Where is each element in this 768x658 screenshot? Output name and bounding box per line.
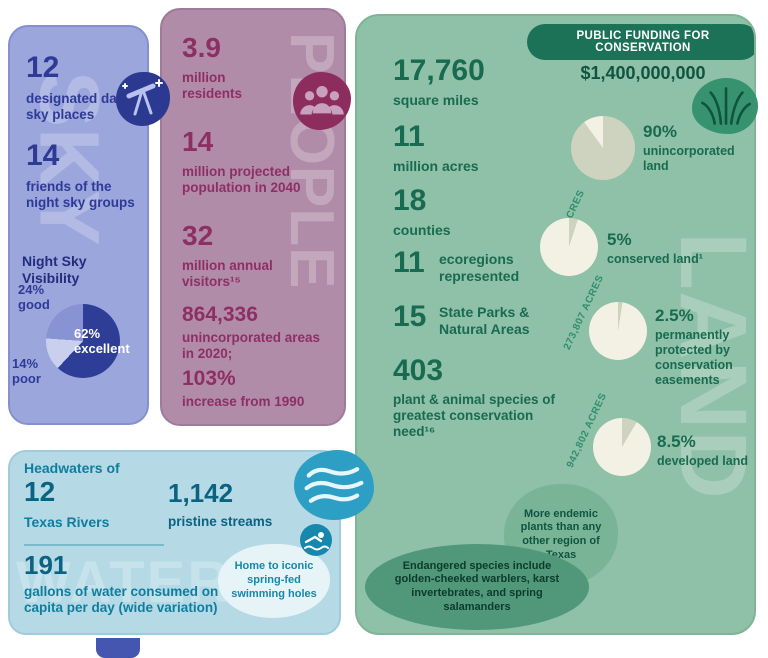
footer-tab [96, 638, 140, 658]
species-value: 403 [393, 354, 444, 387]
species-label: plant & animal species of greatest conse… [393, 392, 556, 440]
residents-value: 3.9 [182, 32, 221, 63]
swimming-holes-callout: Home to iconic spring-fed swimming holes [218, 544, 330, 618]
increase-value: 103% [182, 367, 236, 390]
people-panel: PEOPLE 3.9 million residents 14 million … [160, 8, 346, 426]
pie-excellent-pct: 62% [74, 326, 101, 341]
grass-icon [692, 78, 758, 134]
dark-sky-places-label: designated dark sky places [26, 91, 130, 123]
annual-visitors-value: 32 [182, 220, 214, 251]
pie-good-pct: 24% [18, 282, 45, 297]
public-funding-title: PUBLIC FUNDING FOR CONSERVATION [576, 30, 710, 54]
gallons-value: 191 [24, 550, 68, 580]
unincorporated-value: 864,336 [182, 303, 258, 326]
million-acres-value: 11 [393, 120, 425, 153]
pie-poor-pct: 14% [12, 356, 39, 371]
people-group-icon [293, 72, 351, 130]
conserved-txt: conserved land¹ [607, 252, 703, 266]
conserved-pct: 5% [607, 230, 632, 249]
annual-visitors-label: million annual visitors¹⁵ [182, 258, 273, 290]
counties-value: 18 [393, 184, 427, 217]
state-parks-label: State Parks & Natural Areas [439, 304, 530, 337]
state-parks-value: 15 [393, 300, 427, 333]
million-acres-label: million acres [393, 158, 479, 174]
increase-label: increase from 1990 [182, 394, 305, 409]
ecoregions-value: 11 [393, 246, 425, 279]
conserved-land-pie-label: 5% conserved land¹ [607, 230, 707, 267]
public-funding-badge: PUBLIC FUNDING FOR CONSERVATION [527, 24, 754, 60]
pristine-streams-label: pristine streams [168, 514, 273, 529]
night-sky-visibility-title: Night Sky Visibility [22, 253, 87, 286]
texas-rivers-label: Texas Rivers [24, 514, 110, 530]
swimmer-icon [300, 524, 332, 556]
pie-label-poor: 14% poor [12, 356, 41, 387]
unincorporated-land-pie-label: 90% unincorporated land [643, 122, 748, 174]
unincorporated-txt: unincorporated land [643, 144, 735, 173]
night-sky-visibility-pie [46, 304, 120, 378]
pie-good-name: good [18, 296, 50, 312]
protected-land-pie [589, 302, 647, 360]
telescope-icon [116, 72, 170, 126]
developed-txt: developed land [657, 454, 748, 468]
protected-land-pie-label: 2.5% permanently protected by conservati… [655, 306, 754, 388]
pie-poor-name: poor [12, 370, 41, 386]
conserved-land-pie [540, 218, 598, 276]
pristine-streams-value: 1,142 [168, 478, 234, 508]
developed-pct: 8.5% [657, 432, 696, 451]
projected-population-value: 14 [182, 126, 214, 157]
projected-population-label: million projected population in 2040 [182, 164, 301, 196]
ecoregions-label: ecoregions represented [439, 251, 520, 284]
dark-sky-places-value: 12 [26, 51, 60, 84]
unincorporated-label: unincorporated areas in 2020; [182, 330, 321, 362]
pie-label-excellent: 62% excellent [74, 326, 130, 357]
night-sky-groups-value: 14 [26, 139, 60, 172]
developed-land-pie-label: 8.5% developed land [657, 432, 754, 469]
swimming-holes-text: Home to iconic spring-fed swimming holes [231, 560, 317, 600]
texas-rivers-value: 12 [24, 476, 56, 507]
residents-label: million residents [182, 70, 243, 102]
people-watermark: PEOPLE [277, 32, 346, 290]
protected-pct: 2.5% [655, 306, 694, 325]
endangered-species-callout: Endangered species include golden-cheeke… [365, 544, 589, 630]
pie-excellent-name: excellent [74, 340, 130, 356]
waves-icon [294, 450, 374, 520]
endangered-species-text: Endangered species include golden-cheeke… [394, 559, 560, 613]
night-sky-groups-label: friends of the night sky groups [26, 179, 135, 211]
square-miles-value: 17,760 [393, 54, 485, 87]
unincorporated-pct: 90% [643, 122, 678, 141]
unincorporated-land-pie [571, 116, 635, 180]
headwaters-prefix: Headwaters of [24, 460, 120, 476]
square-miles-label: square miles [393, 92, 479, 108]
water-divider [24, 544, 164, 546]
protected-txt: permanently protected by conservation ea… [655, 328, 733, 387]
developed-land-pie [593, 418, 651, 476]
public-funding-amount: $1,400,000,000 [580, 63, 706, 83]
pie-label-good: 24% good [18, 282, 50, 313]
counties-label: counties [393, 222, 451, 238]
water-panel: WATER Headwaters of 12 Texas Rivers 1,14… [8, 450, 341, 635]
